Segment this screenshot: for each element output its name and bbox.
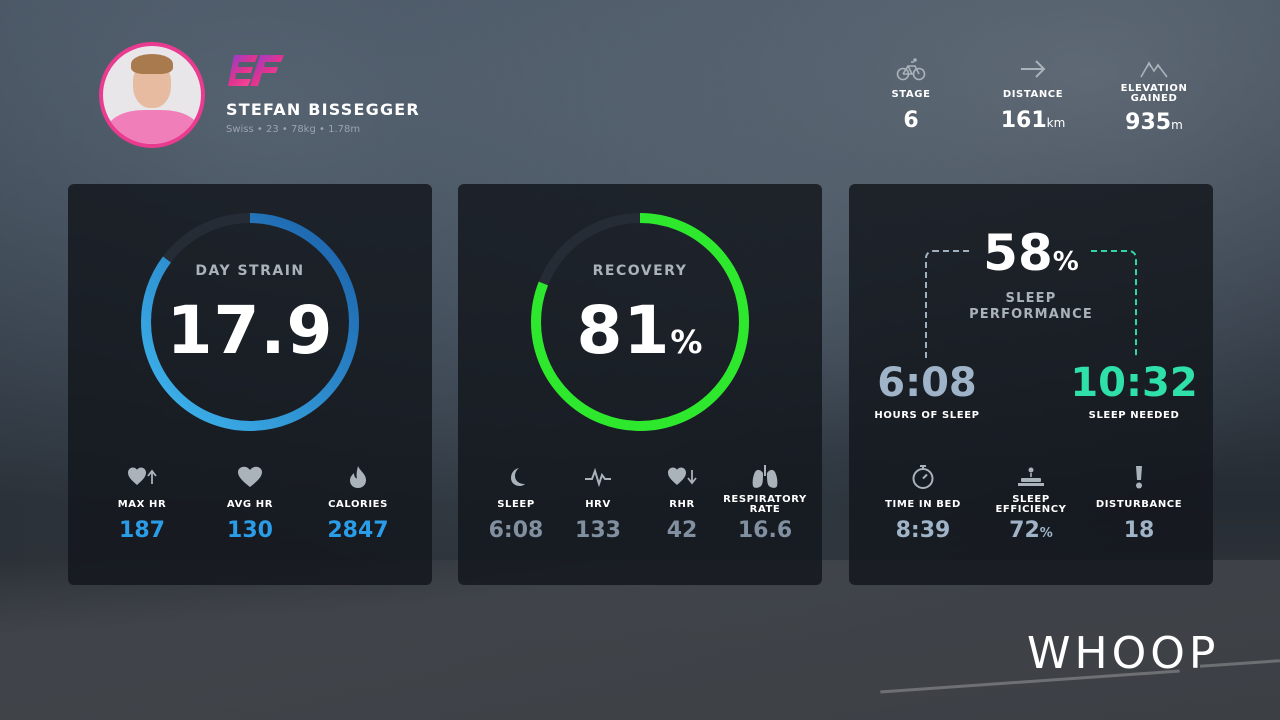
bicycle-icon <box>896 58 926 81</box>
race-stat-distance: DISTANCE 161km <box>988 56 1078 133</box>
metric-rhr: RHR 42 <box>632 464 732 543</box>
recovery-metrics: SLEEP 6:08 HRV 133 RHR 42 <box>458 464 822 544</box>
strain-ring-progress <box>141 213 359 431</box>
sleep-metrics: TIME IN BED 8:39 SLEEP EFFICIENCY 72% <box>849 464 1213 544</box>
road-background <box>0 560 1280 720</box>
recovery-value: 81% <box>576 292 704 369</box>
elevation-value: 935m <box>1125 110 1183 135</box>
strain-value: 17.9 <box>166 292 334 369</box>
athlete-avatar <box>99 42 205 148</box>
athlete-name: STEFAN BISSEGGER <box>226 100 420 119</box>
sleep-performance-value: 58% <box>983 224 1079 282</box>
team-logo-icon <box>228 55 284 86</box>
sleep-bracket-left <box>925 250 971 358</box>
hours-of-sleep: 6:08 HOURS OF SLEEP <box>874 360 980 421</box>
distance-label: DISTANCE <box>1002 89 1064 100</box>
sleep-bracket-right <box>1091 250 1137 358</box>
whoop-logo: WHOOP <box>1027 628 1220 679</box>
race-stat-elevation: ELEVATION GAINED 935m <box>1109 56 1199 135</box>
recovery-card: RECOVERY 81% SLEEP 6:08 HRV 133 <box>458 184 822 585</box>
stage-label: STAGE <box>891 89 931 100</box>
lungs-icon <box>752 465 778 488</box>
race-stat-stage: STAGE 6 <box>866 56 956 133</box>
metric-calories: CALORIES 2847 <box>308 464 408 543</box>
stage-value: 6 <box>903 108 919 133</box>
sleep-performance-label: SLEEP PERFORMANCE <box>969 291 1093 322</box>
stopwatch-icon <box>912 465 934 489</box>
metric-sleep: SLEEP 6:08 <box>466 464 566 543</box>
recovery-label: RECOVERY <box>592 263 688 279</box>
pulse-icon <box>585 467 611 488</box>
distance-value: 161km <box>1000 108 1066 133</box>
metric-disturbance: DISTURBANCE 18 <box>1089 464 1189 543</box>
heart-down-icon <box>668 467 697 485</box>
flame-icon <box>350 466 366 488</box>
mountain-icon <box>1140 61 1168 78</box>
moon-icon <box>511 468 525 486</box>
exclamation-icon <box>1136 466 1142 489</box>
strain-label: DAY STRAIN <box>195 263 305 279</box>
athlete-meta: Swiss • 23 • 78kg • 1.78m <box>226 124 361 135</box>
metric-max-hr: MAX HR 187 <box>92 464 192 543</box>
metric-time-in-bed: TIME IN BED 8:39 <box>873 464 973 543</box>
metric-hrv: HRV 133 <box>548 464 648 543</box>
strain-metrics: MAX HR 187 AVG HR 130 CALORIES 2847 <box>68 464 432 544</box>
heart-up-icon <box>128 467 157 485</box>
heart-icon <box>238 466 262 487</box>
strain-ring <box>141 213 359 431</box>
elevation-label: ELEVATION GAINED <box>1120 83 1188 104</box>
strain-card: DAY STRAIN 17.9 MAX HR 187 AVG HR 130 <box>68 184 432 585</box>
metric-sleep-efficiency: SLEEP EFFICIENCY 72% <box>981 464 1081 543</box>
bed-icon <box>1018 467 1044 486</box>
metric-respiratory-rate: RESPIRATORY RATE 16.6 <box>715 464 815 543</box>
arrow-right-icon <box>1021 60 1046 78</box>
sleep-card: 58% SLEEP PERFORMANCE 6:08 HOURS OF SLEE… <box>849 184 1213 585</box>
recovery-ring <box>531 213 749 431</box>
recovery-ring-progress <box>531 213 749 431</box>
sleep-needed: 10:32 SLEEP NEEDED <box>1070 360 1198 421</box>
metric-avg-hr: AVG HR 130 <box>200 464 300 543</box>
